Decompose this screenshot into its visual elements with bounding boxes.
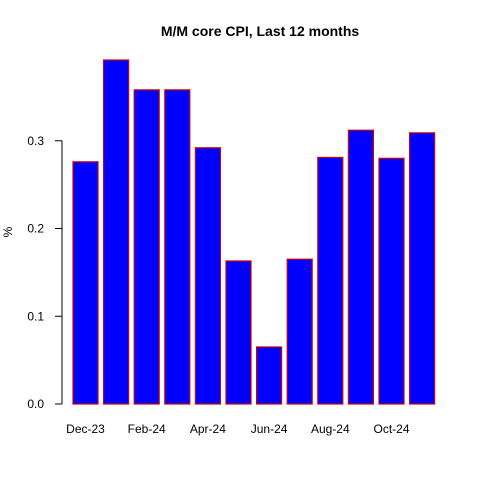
bar-aug-24 [317, 156, 344, 405]
bar-may-24 [225, 260, 252, 405]
bar-dec-23 [72, 161, 99, 405]
bar-oct-24 [378, 157, 405, 405]
x-axis: Dec-23 Feb-24 Apr-24 Jun-24 Aug-24 Oct-24 [66, 422, 410, 436]
bar-jan-24 [102, 59, 130, 405]
x-tick-label: Jun-24 [251, 422, 288, 436]
y-tick-label: 0.2 [27, 222, 44, 236]
x-tick-label: Oct-24 [373, 422, 409, 436]
x-tick-label: Dec-23 [66, 422, 105, 436]
bar-jun-24 [256, 346, 283, 405]
y-axis-label: % [1, 226, 15, 237]
y-tick-label: 0.1 [27, 309, 44, 323]
bar-feb-24 [133, 89, 160, 405]
bar-apr-24 [194, 147, 221, 405]
bar-jul-24 [286, 258, 313, 405]
y-tick-label: 0.0 [27, 397, 44, 411]
x-tick-label: Aug-24 [311, 422, 350, 436]
bars-group [72, 59, 436, 405]
bar-nov-24 [409, 132, 436, 405]
chart-title: M/M core CPI, Last 12 months [161, 23, 360, 39]
x-tick-label: Apr-24 [190, 422, 226, 436]
bar-mar-24 [164, 89, 191, 405]
y-axis: 0.0 0.1 0.2 0.3 [27, 134, 63, 411]
x-tick-label: Feb-24 [128, 422, 166, 436]
bar-sep-24 [347, 129, 374, 405]
y-tick-label: 0.3 [27, 134, 44, 148]
